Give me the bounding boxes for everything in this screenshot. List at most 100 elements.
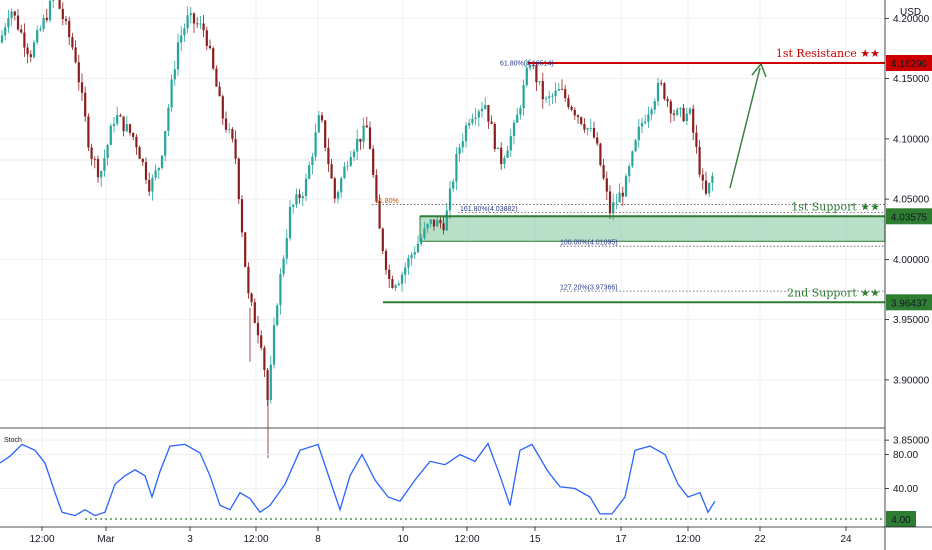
oscillator-axis-ticks: 80.00 40.00 — [885, 450, 918, 495]
candle-body — [669, 101, 672, 114]
candle-body — [679, 107, 682, 110]
level-badges: 4.16296 4.03575 3.96437 4.00 — [886, 55, 932, 527]
candle-body — [618, 192, 621, 203]
candle-body — [192, 13, 196, 24]
candle-body — [260, 335, 263, 348]
oscillator-tick-label: 80.00 — [893, 450, 918, 461]
level-label: 2nd Support ★★ — [787, 286, 880, 299]
candlestick-series — [0, 0, 714, 459]
candle-body — [308, 165, 311, 179]
candle-body — [580, 117, 583, 124]
candle-body — [64, 19, 68, 21]
candle-body — [26, 47, 29, 55]
candle-body — [122, 116, 125, 132]
time-tick-label: 8 — [315, 534, 321, 545]
candle-body — [615, 202, 618, 204]
candle-body — [77, 62, 80, 83]
candle-body — [20, 29, 23, 33]
oscillator-name: Stoch — [4, 437, 22, 444]
candle-body — [84, 92, 87, 117]
candle-body — [612, 202, 615, 214]
time-tick-label: 3 — [187, 534, 193, 545]
candle-body — [711, 175, 714, 183]
candle-body — [183, 28, 186, 36]
candle-body — [551, 95, 554, 97]
candle-body — [378, 201, 381, 229]
candle-body — [404, 267, 407, 275]
candle-body — [112, 123, 116, 126]
candle-body — [621, 192, 624, 197]
candle-body — [138, 147, 141, 159]
candle-body — [164, 130, 167, 156]
candle-body — [173, 69, 176, 80]
candle-body — [554, 90, 557, 96]
levels-group: 1st Resistance ★★ 1st Support ★★ 2nd Suppo… — [383, 47, 885, 304]
time-tick-label: 15 — [529, 534, 541, 545]
candle-body — [336, 192, 340, 199]
candle-body — [170, 79, 173, 108]
candle-body — [496, 147, 500, 150]
candle-body — [432, 219, 436, 227]
candle-body — [695, 132, 698, 147]
candle-body — [570, 106, 573, 110]
candle-body — [45, 17, 48, 21]
candle-body — [637, 126, 640, 141]
candle-body — [279, 274, 282, 306]
price-axis-ticks: 4.20000 4.15000 4.10000 4.05000 4.00000 3.950… — [885, 14, 930, 447]
oscillator-grid — [0, 454, 885, 489]
candle-body — [388, 269, 391, 279]
fib-label: 61.80%(4.16514) — [500, 61, 554, 68]
candle-body — [391, 278, 394, 288]
candle-body — [93, 158, 96, 160]
candle-body — [96, 159, 100, 178]
candle-body — [116, 115, 119, 124]
candle-body — [583, 123, 586, 130]
time-tick-label: 22 — [754, 534, 766, 545]
candle-body — [263, 347, 266, 371]
candle-body — [285, 238, 288, 259]
candle-body — [256, 322, 260, 336]
candle-body — [362, 125, 365, 142]
candle-body — [596, 137, 599, 144]
candle-body — [320, 115, 324, 121]
candle-body — [218, 86, 221, 97]
candle-body — [340, 178, 343, 193]
candle-body — [343, 166, 346, 179]
candle-body — [356, 138, 359, 152]
candle-body — [71, 37, 74, 48]
candle-body — [602, 165, 605, 179]
candle-body — [61, 8, 64, 20]
candle-body — [685, 113, 688, 122]
candle-body — [455, 153, 458, 182]
candle-body — [653, 101, 656, 110]
candle-body — [672, 113, 676, 115]
time-axis-ticks: 12:00 Mar 3 12:00 8 10 12:00 15 17 12:00 22 24 — [29, 527, 852, 545]
candle-body — [666, 98, 669, 102]
candle-body — [272, 325, 276, 365]
candle-body — [125, 124, 128, 132]
candle-body — [253, 302, 256, 323]
candle-body — [324, 120, 327, 148]
currency-label: USD — [900, 7, 921, 18]
candle-body — [368, 127, 372, 149]
candle-body — [676, 109, 679, 115]
candle-body — [295, 194, 298, 205]
candle-body — [36, 30, 39, 43]
price-tick-label: 4.20000 — [893, 14, 930, 25]
candle-body — [314, 132, 317, 157]
candle-body — [132, 132, 135, 137]
candle-body — [640, 123, 644, 127]
candle-body — [493, 123, 496, 150]
candle-body — [87, 116, 90, 148]
candle-body — [154, 170, 157, 178]
candle-body — [100, 171, 103, 178]
level-badge — [886, 208, 932, 225]
candle-body — [135, 136, 138, 148]
fib-lines: 61.80% 161.80%(4.03882) 100.00%(4.01095) 12… — [372, 61, 885, 292]
candle-body — [212, 48, 215, 69]
candle-body — [548, 96, 551, 99]
candle-body — [477, 111, 480, 118]
candle-body — [624, 176, 628, 197]
candle-body — [519, 108, 522, 115]
